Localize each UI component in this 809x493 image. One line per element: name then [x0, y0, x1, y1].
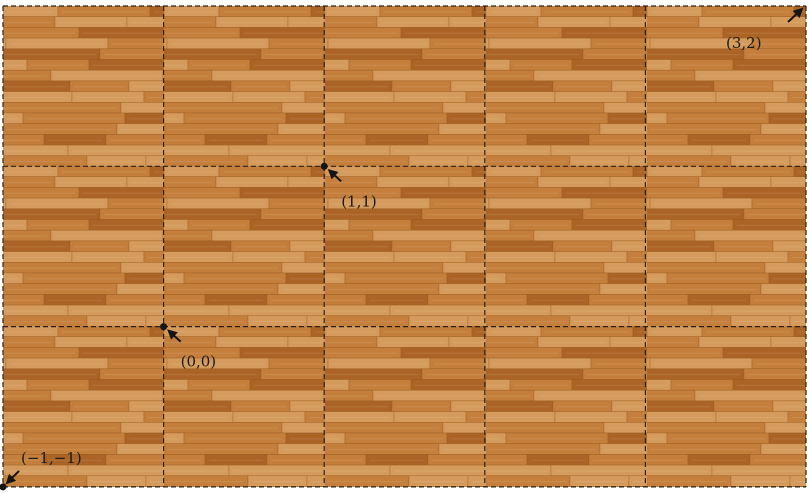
point-marker: (0,0)	[160, 323, 216, 371]
point-dot	[320, 162, 328, 170]
point-dot	[0, 483, 7, 491]
wood-floor-background	[3, 6, 806, 487]
point-marker: (3,2)	[726, 7, 804, 52]
coordinate-label: (3,2)	[726, 34, 762, 52]
coordinate-label: (0,0)	[181, 353, 217, 371]
point-marker: (−1,−1)	[0, 449, 82, 491]
point-marker: (1,1)	[320, 162, 377, 210]
point-markers: (0,0) (1,1) (−1,−1) (3,2)	[0, 7, 804, 491]
point-dot	[160, 323, 168, 331]
coordinate-label: (−1,−1)	[21, 449, 82, 467]
point-arrow	[5, 470, 20, 485]
coordinate-label: (1,1)	[341, 192, 377, 210]
point-arrow	[167, 329, 182, 343]
point-arrow	[327, 168, 342, 183]
point-arrow	[787, 7, 804, 23]
tile-grid-lines	[2, 5, 807, 488]
